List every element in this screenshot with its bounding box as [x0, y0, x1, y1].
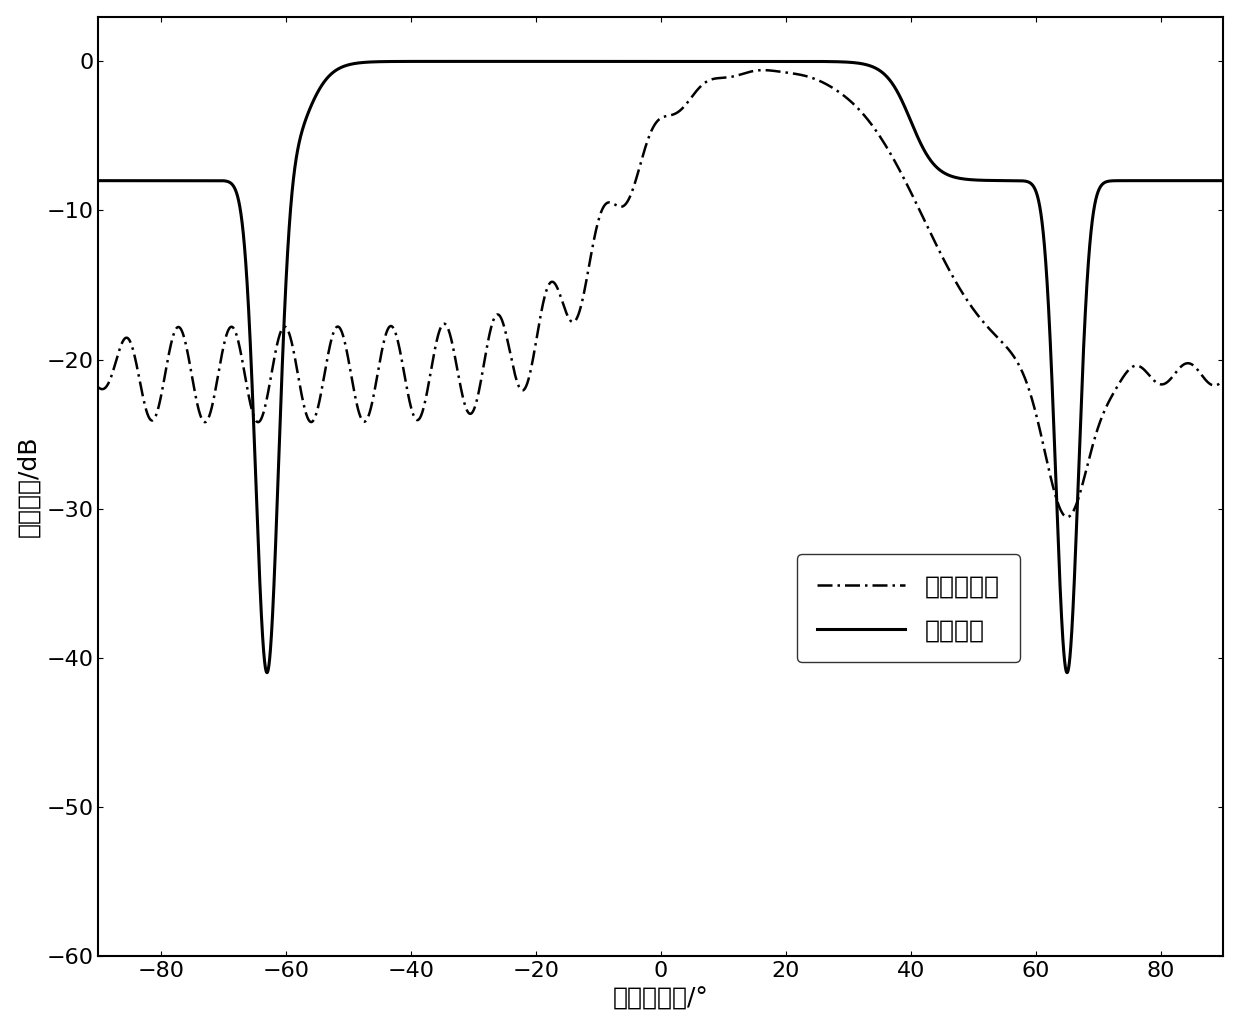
- 本发明方法: [771, 66, 786, 78]
- Line: 传统方法: 传统方法: [98, 62, 1224, 673]
- 本发明方法: [755, 64, 770, 76]
- 本发明方法: [622, 190, 637, 202]
- 传统方法: [1143, 175, 1158, 187]
- Line: 本发明方法: 本发明方法: [98, 70, 1224, 517]
- 本发明方法: [897, 173, 911, 185]
- Y-axis label: 幅频响应/dB: 幅频响应/dB: [16, 435, 41, 537]
- 传统方法: [259, 667, 274, 679]
- 传统方法: [622, 55, 637, 68]
- 传统方法: [600, 55, 615, 68]
- 传统方法: [371, 55, 386, 68]
- 传统方法: [813, 55, 828, 68]
- 传统方法: [1216, 175, 1231, 187]
- X-axis label: 发射端角度/°: 发射端角度/°: [613, 986, 709, 1011]
- 本发明方法: [91, 381, 105, 393]
- 传统方法: [771, 55, 786, 68]
- 本发明方法: [1216, 374, 1231, 386]
- 传统方法: [897, 99, 911, 111]
- Legend: 本发明方法, 传统方法: 本发明方法, 传统方法: [797, 555, 1019, 662]
- 本发明方法: [1060, 510, 1075, 523]
- 传统方法: [91, 175, 105, 187]
- 本发明方法: [371, 363, 386, 375]
- 本发明方法: [813, 75, 828, 87]
- 本发明方法: [1143, 371, 1158, 383]
